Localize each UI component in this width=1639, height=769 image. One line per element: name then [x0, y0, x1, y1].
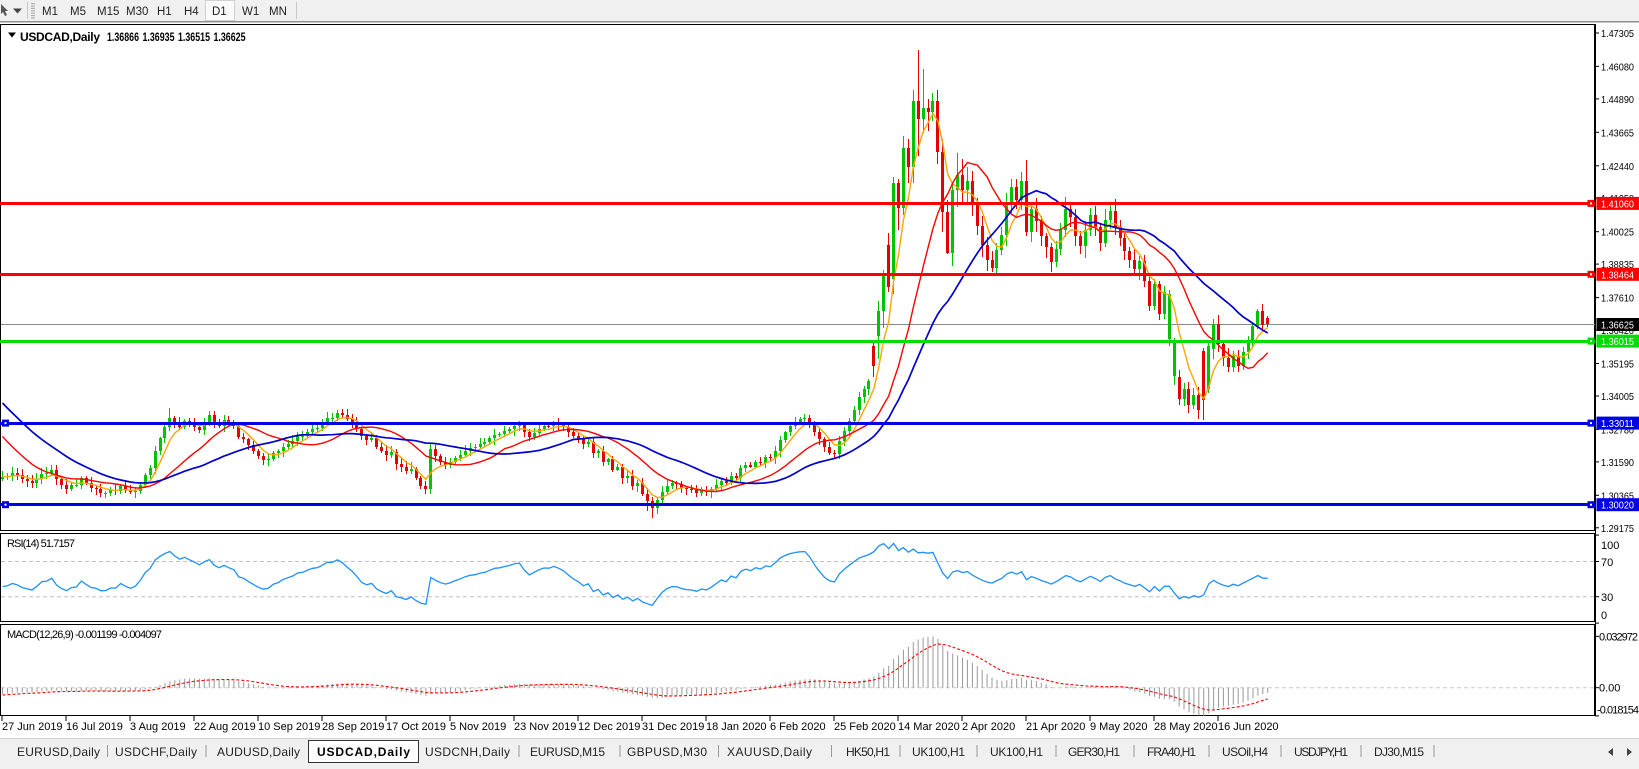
svg-text:HK50,H1: HK50,H1	[846, 745, 890, 759]
svg-text:0: 0	[1601, 610, 1607, 622]
svg-text:DJ30,M15: DJ30,M15	[1374, 745, 1424, 759]
svg-text:-0.018154: -0.018154	[1597, 705, 1639, 717]
svg-text:USDCNH,Daily: USDCNH,Daily	[425, 745, 510, 759]
svg-text:USDCAD,Daily: USDCAD,Daily	[20, 30, 100, 44]
svg-text:M30: M30	[126, 6, 148, 18]
svg-text:1.47305: 1.47305	[1601, 28, 1634, 40]
svg-text:18 Jan 2020: 18 Jan 2020	[706, 721, 767, 733]
svg-text:1.33011: 1.33011	[1601, 418, 1634, 430]
svg-text:M1: M1	[42, 6, 58, 18]
svg-text:EURUSD,Daily: EURUSD,Daily	[17, 745, 100, 759]
svg-text:GER30,H1: GER30,H1	[1068, 745, 1120, 759]
svg-text:RSI(14) 51.7157: RSI(14) 51.7157	[7, 538, 75, 550]
svg-text:22 Aug 2019: 22 Aug 2019	[194, 721, 256, 733]
svg-text:USDCHF,Daily: USDCHF,Daily	[115, 745, 197, 759]
svg-text:1.31590: 1.31590	[1601, 457, 1634, 469]
svg-text:1.46080: 1.46080	[1601, 61, 1634, 73]
svg-text:1.36625: 1.36625	[214, 32, 246, 44]
svg-text:6 Feb 2020: 6 Feb 2020	[770, 721, 826, 733]
svg-text:3 Aug 2019: 3 Aug 2019	[130, 721, 186, 733]
svg-text:W1: W1	[242, 6, 259, 18]
svg-text:21 Apr 2020: 21 Apr 2020	[1026, 721, 1085, 733]
svg-text:USDCAD,Daily: USDCAD,Daily	[317, 745, 410, 759]
svg-text:5 Nov 2019: 5 Nov 2019	[450, 721, 506, 733]
svg-text:MN: MN	[269, 6, 287, 18]
svg-text:UK100,H1: UK100,H1	[990, 745, 1043, 759]
svg-text:M5: M5	[70, 6, 86, 18]
svg-text:1.41060: 1.41060	[1601, 198, 1634, 210]
svg-text:14 Mar 2020: 14 Mar 2020	[898, 721, 960, 733]
svg-text:1.36015: 1.36015	[1601, 336, 1634, 348]
svg-text:D1: D1	[212, 6, 227, 18]
svg-text:31 Dec 2019: 31 Dec 2019	[642, 721, 704, 733]
svg-text:1.42440: 1.42440	[1601, 161, 1634, 173]
svg-text:28 Sep 2019: 28 Sep 2019	[322, 721, 384, 733]
svg-text:1.36625: 1.36625	[1601, 320, 1634, 332]
svg-text:UK100,H1: UK100,H1	[912, 745, 965, 759]
svg-text:H1: H1	[157, 6, 172, 18]
svg-text:USOil,H4: USOil,H4	[1222, 745, 1268, 759]
svg-text:1.43665: 1.43665	[1601, 127, 1634, 139]
svg-text:EURUSD,M15: EURUSD,M15	[530, 745, 605, 759]
svg-text:10 Sep 2019: 10 Sep 2019	[258, 721, 320, 733]
svg-text:27 Jun 2019: 27 Jun 2019	[2, 721, 63, 733]
svg-text:0.00: 0.00	[1599, 683, 1620, 695]
svg-text:XAUUSD,Daily: XAUUSD,Daily	[727, 745, 812, 759]
svg-text:1.30020: 1.30020	[1601, 500, 1634, 512]
svg-text:H4: H4	[184, 6, 199, 18]
svg-text:M15: M15	[97, 6, 119, 18]
svg-text:70: 70	[1601, 557, 1613, 569]
svg-text:GBPUSD,M30: GBPUSD,M30	[627, 745, 707, 759]
svg-text:30: 30	[1601, 592, 1613, 604]
svg-text:AUDUSD,Daily: AUDUSD,Daily	[217, 745, 300, 759]
svg-text:1.36935: 1.36935	[143, 32, 175, 44]
svg-text:1.34005: 1.34005	[1601, 391, 1634, 403]
svg-text:23 Nov 2019: 23 Nov 2019	[514, 721, 576, 733]
svg-text:16 Jul 2019: 16 Jul 2019	[66, 721, 123, 733]
svg-text:17 Oct 2019: 17 Oct 2019	[386, 721, 446, 733]
svg-text:1.38464: 1.38464	[1601, 269, 1634, 281]
svg-text:1.35195: 1.35195	[1601, 359, 1634, 371]
svg-text:100: 100	[1601, 540, 1619, 552]
svg-text:0.032972: 0.032972	[1599, 631, 1638, 643]
svg-text:16 Jun 2020: 16 Jun 2020	[1218, 721, 1279, 733]
svg-text:9 May 2020: 9 May 2020	[1090, 721, 1147, 733]
svg-text:MACD(12,26,9) -0.001199 -0.004: MACD(12,26,9) -0.001199 -0.004097	[7, 629, 162, 641]
svg-text:2 Apr 2020: 2 Apr 2020	[962, 721, 1015, 733]
svg-text:USDJPY,H1: USDJPY,H1	[1294, 745, 1348, 759]
svg-text:1.44890: 1.44890	[1601, 94, 1634, 106]
svg-text:25 Feb 2020: 25 Feb 2020	[834, 721, 896, 733]
svg-text:12 Dec 2019: 12 Dec 2019	[578, 721, 640, 733]
svg-text:28 May 2020: 28 May 2020	[1154, 721, 1218, 733]
svg-text:1.36515: 1.36515	[178, 32, 210, 44]
svg-text:1.36866: 1.36866	[107, 32, 139, 44]
svg-text:FRA40,H1: FRA40,H1	[1147, 745, 1196, 759]
svg-text:1.37610: 1.37610	[1601, 293, 1634, 305]
svg-text:1.29175: 1.29175	[1601, 523, 1634, 535]
svg-text:1.40025: 1.40025	[1601, 227, 1634, 239]
